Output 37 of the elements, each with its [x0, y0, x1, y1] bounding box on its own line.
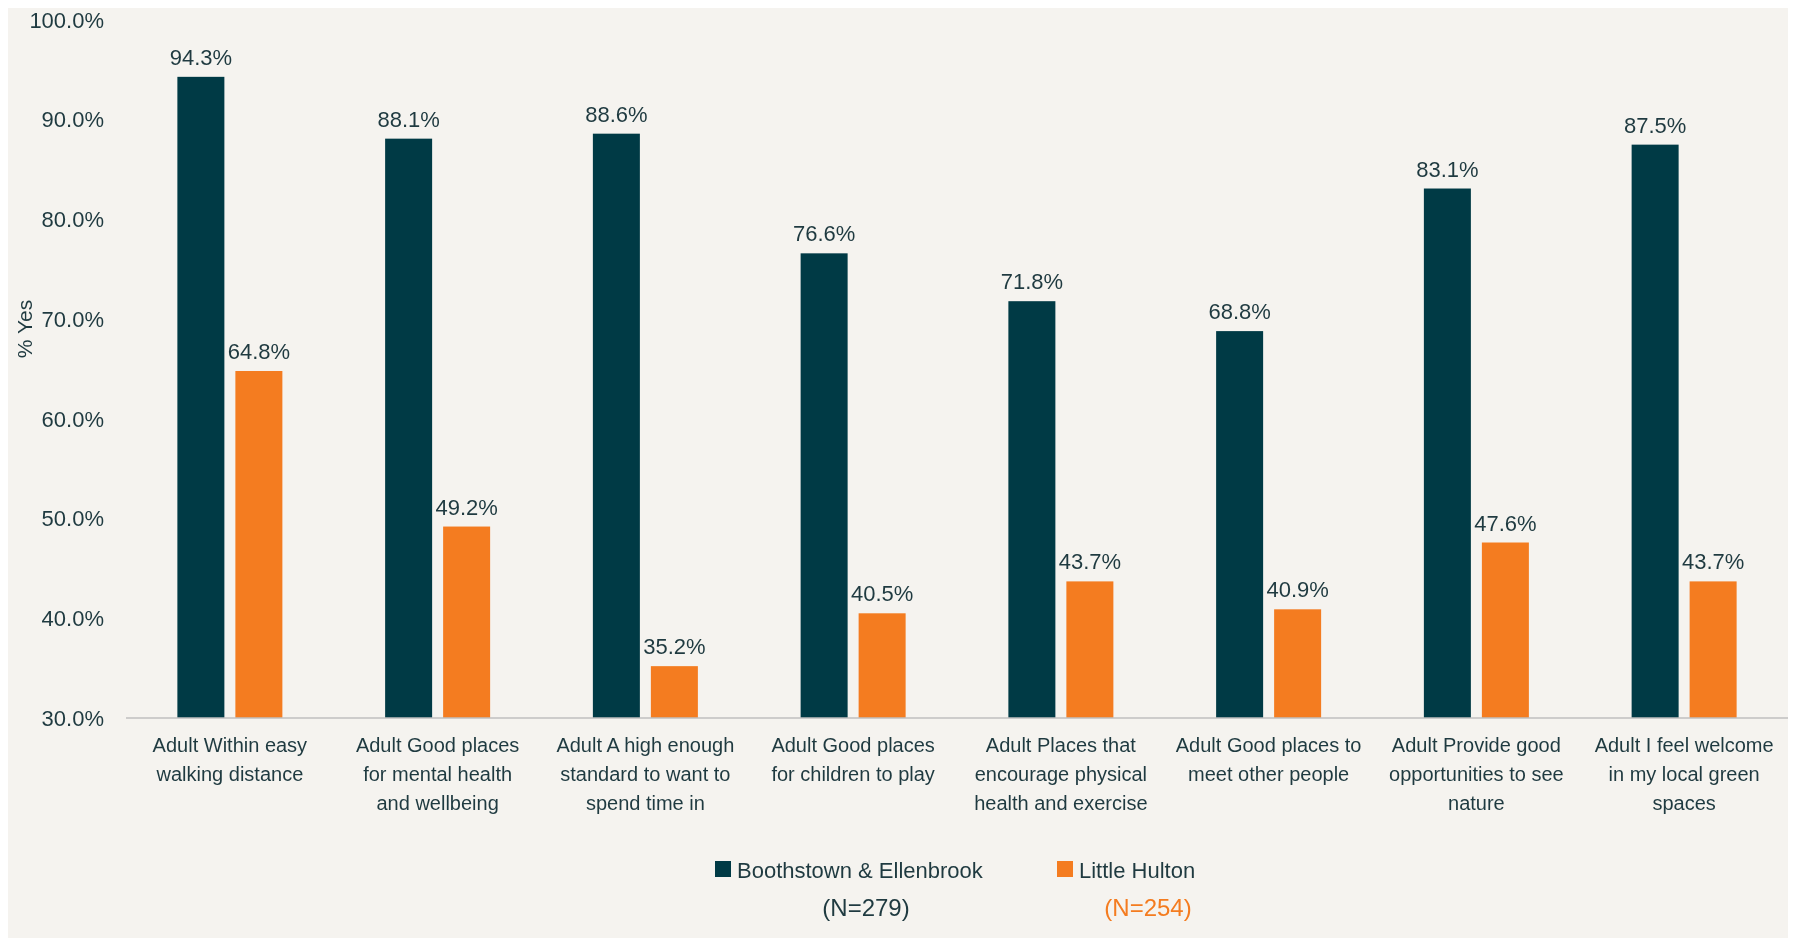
y-tick-label: 50.0% — [41, 506, 104, 532]
x-tick-label: Adult Provide good opportunities to see nature — [1389, 734, 1564, 814]
x-tick-label: Adult Good places for mental health and wellbeing — [355, 734, 520, 814]
text: 83.1% — [1416, 156, 1479, 182]
y-tick-label: 30.0% — [41, 705, 104, 731]
y-tick-label: 90.0% — [41, 107, 104, 133]
legend-label: Boothstown & Ellenbrook — [737, 857, 984, 883]
text: (N=279) — [822, 894, 910, 922]
text: 68.8% — [1208, 299, 1271, 325]
text: 43.7% — [1058, 549, 1122, 575]
text: 47.6% — [1474, 510, 1537, 536]
text: 88.6% — [585, 101, 648, 127]
text: 88.1% — [377, 106, 440, 132]
x-tick-label: Adult Good places to meet other people — [1175, 734, 1362, 785]
x-tick-label: Adult Within easy walking distance — [152, 734, 308, 785]
y-tick-label: 60.0% — [41, 406, 104, 432]
text: 76.6% — [792, 221, 856, 247]
y-tick-label: 70.0% — [41, 306, 104, 332]
x-tick-label: Adult Good places for children to play — [771, 734, 935, 785]
x-tick-label: Adult Places that encourage physical health and exercise — [974, 734, 1148, 814]
text: 49.2% — [435, 494, 498, 520]
text: 87.5% — [1623, 112, 1687, 138]
text: 40.5% — [850, 581, 914, 607]
y-axis-title: % Yes — [13, 299, 36, 359]
y-tick-label: 80.0% — [41, 207, 104, 233]
text: 94.3% — [169, 44, 233, 70]
legend-label: Little Hulton — [1079, 857, 1196, 883]
text: (N=254) — [1104, 894, 1192, 922]
text: 71.8% — [1000, 269, 1064, 295]
text: 64.8% — [227, 338, 291, 364]
text: 40.9% — [1266, 577, 1329, 603]
y-tick-label: 40.0% — [41, 605, 104, 631]
y-tick-label: 100.0% — [29, 7, 104, 33]
x-tick-label: Adult A high enough standard to want to spend time in — [556, 734, 735, 814]
text: 35.2% — [643, 634, 706, 660]
x-tick-label: Adult I feel welcome in my local green spaces — [1594, 734, 1774, 814]
text: 43.7% — [1681, 549, 1745, 575]
